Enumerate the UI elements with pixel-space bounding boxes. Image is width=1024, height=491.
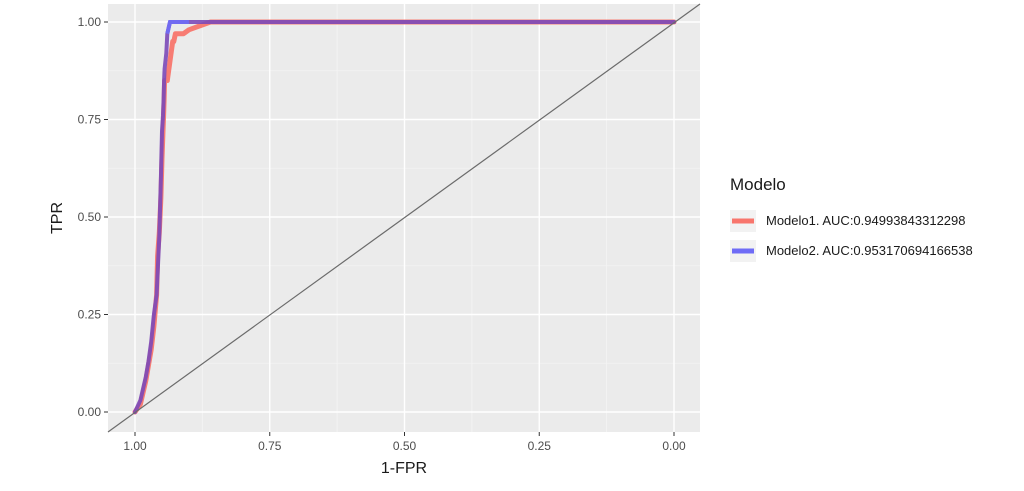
series-2-highlight	[165, 20, 189, 35]
x-tick-label: 0.00	[662, 439, 686, 453]
x-axis: 1.00 0.75 0.50 0.25 0.00	[123, 432, 686, 453]
y-axis: 0.00 0.25 0.50 0.75 1.00	[78, 15, 108, 419]
legend-label: Modelo2. AUC:0.953170694166538	[766, 243, 973, 258]
y-axis-title: TPR	[49, 202, 66, 234]
x-tick-label: 1.00	[123, 439, 147, 453]
legend-title: Modelo	[730, 175, 786, 194]
y-tick-label: 1.00	[78, 15, 102, 29]
legend-items: Modelo1. AUC:0.94993843312298 Modelo2. AU…	[730, 210, 973, 262]
y-tick-label: 0.00	[78, 405, 102, 419]
series-layer	[132, 19, 677, 415]
legend-label: Modelo1. AUC:0.94993843312298	[766, 213, 966, 228]
x-tick-label: 0.75	[258, 439, 282, 453]
y-tick-label: 0.75	[78, 113, 102, 127]
diagonal-reference-line	[107, 3, 701, 433]
y-tick-label: 0.50	[78, 210, 102, 224]
x-axis-title: 1-FPR	[381, 460, 427, 477]
y-tick-label: 0.25	[78, 308, 102, 322]
x-tick-label: 0.50	[393, 439, 417, 453]
x-tick-label: 0.25	[528, 439, 552, 453]
legend: Modelo Modelo1. AUC:0.94993843312298Mode…	[730, 175, 973, 262]
